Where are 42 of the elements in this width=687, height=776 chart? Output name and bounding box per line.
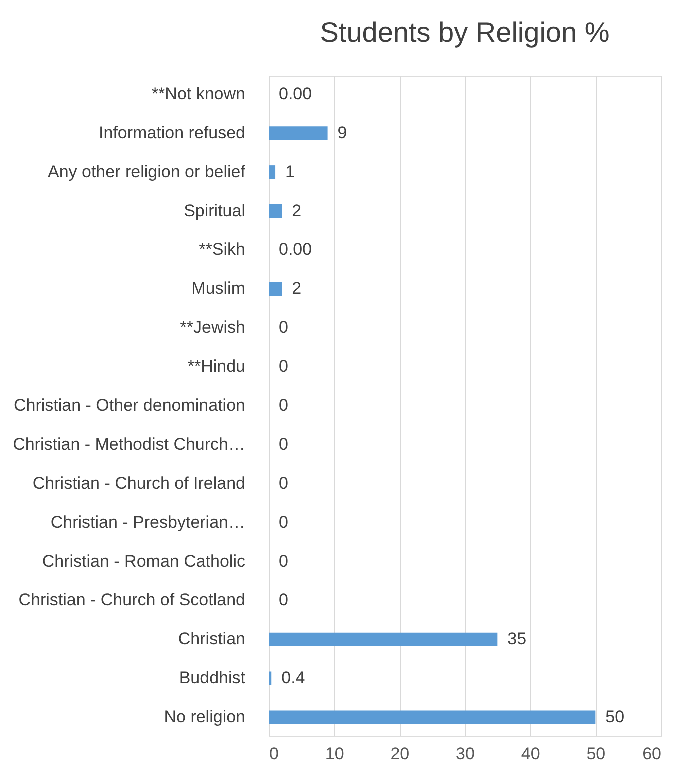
data-label: 9 (338, 123, 348, 142)
y-tick-label: **Not known (152, 84, 246, 104)
x-tick-label: 0 (270, 744, 279, 764)
data-label: 35 (508, 630, 527, 649)
data-label: 2 (292, 201, 302, 220)
data-label: 1 (286, 162, 295, 182)
data-label: 50 (606, 708, 625, 727)
data-label: 0.4 (282, 668, 306, 688)
x-tick-label: 50 (586, 744, 606, 764)
y-tick-label: **Hindu (188, 357, 246, 376)
y-tick-label: Muslim (192, 279, 246, 298)
x-tick-label: 20 (390, 744, 410, 764)
y-tick-label: Christian - Presbyterian… (50, 512, 246, 532)
y-tick-label: Christian - Church of Ireland (32, 474, 246, 493)
y-tick-label: Spiritual (184, 201, 246, 220)
y-tick-label: No religion (164, 708, 246, 727)
x-tick-label: 30 (456, 744, 475, 764)
x-tick-label: 40 (521, 744, 540, 764)
data-label: 0 (279, 396, 288, 415)
y-tick-label: **Sikh (199, 240, 246, 260)
y-tick-label: Christian - Church of Scotland (18, 590, 246, 610)
data-label: 2 (292, 279, 302, 298)
data-label: 0 (279, 434, 288, 454)
data-label: 0.00 (279, 84, 312, 104)
data-label: 0 (279, 357, 288, 376)
y-tick-label: Any other religion or belief (48, 162, 246, 182)
y-tick-label: Christian - Other denomination (14, 396, 246, 415)
y-tick-label: Buddhist (179, 668, 246, 688)
data-label: 0 (279, 590, 288, 610)
data-label: 0 (279, 474, 288, 493)
y-tick-label: Christian - Methodist Church… (13, 434, 246, 454)
y-tick-label: Christian (178, 630, 246, 649)
data-label: 0 (279, 552, 288, 571)
chart-title: Students by Religion % (320, 17, 610, 48)
x-tick-label: 10 (325, 744, 344, 764)
y-tick-label: Christian - Roman Catholic (42, 552, 246, 571)
data-label: 0 (279, 318, 288, 338)
data-label: 0 (279, 512, 288, 532)
y-tick-label: Information refused (99, 123, 246, 142)
x-tick-label: 60 (642, 744, 662, 764)
y-tick-label: **Jewish (180, 318, 246, 338)
data-label: 0.00 (279, 240, 312, 260)
